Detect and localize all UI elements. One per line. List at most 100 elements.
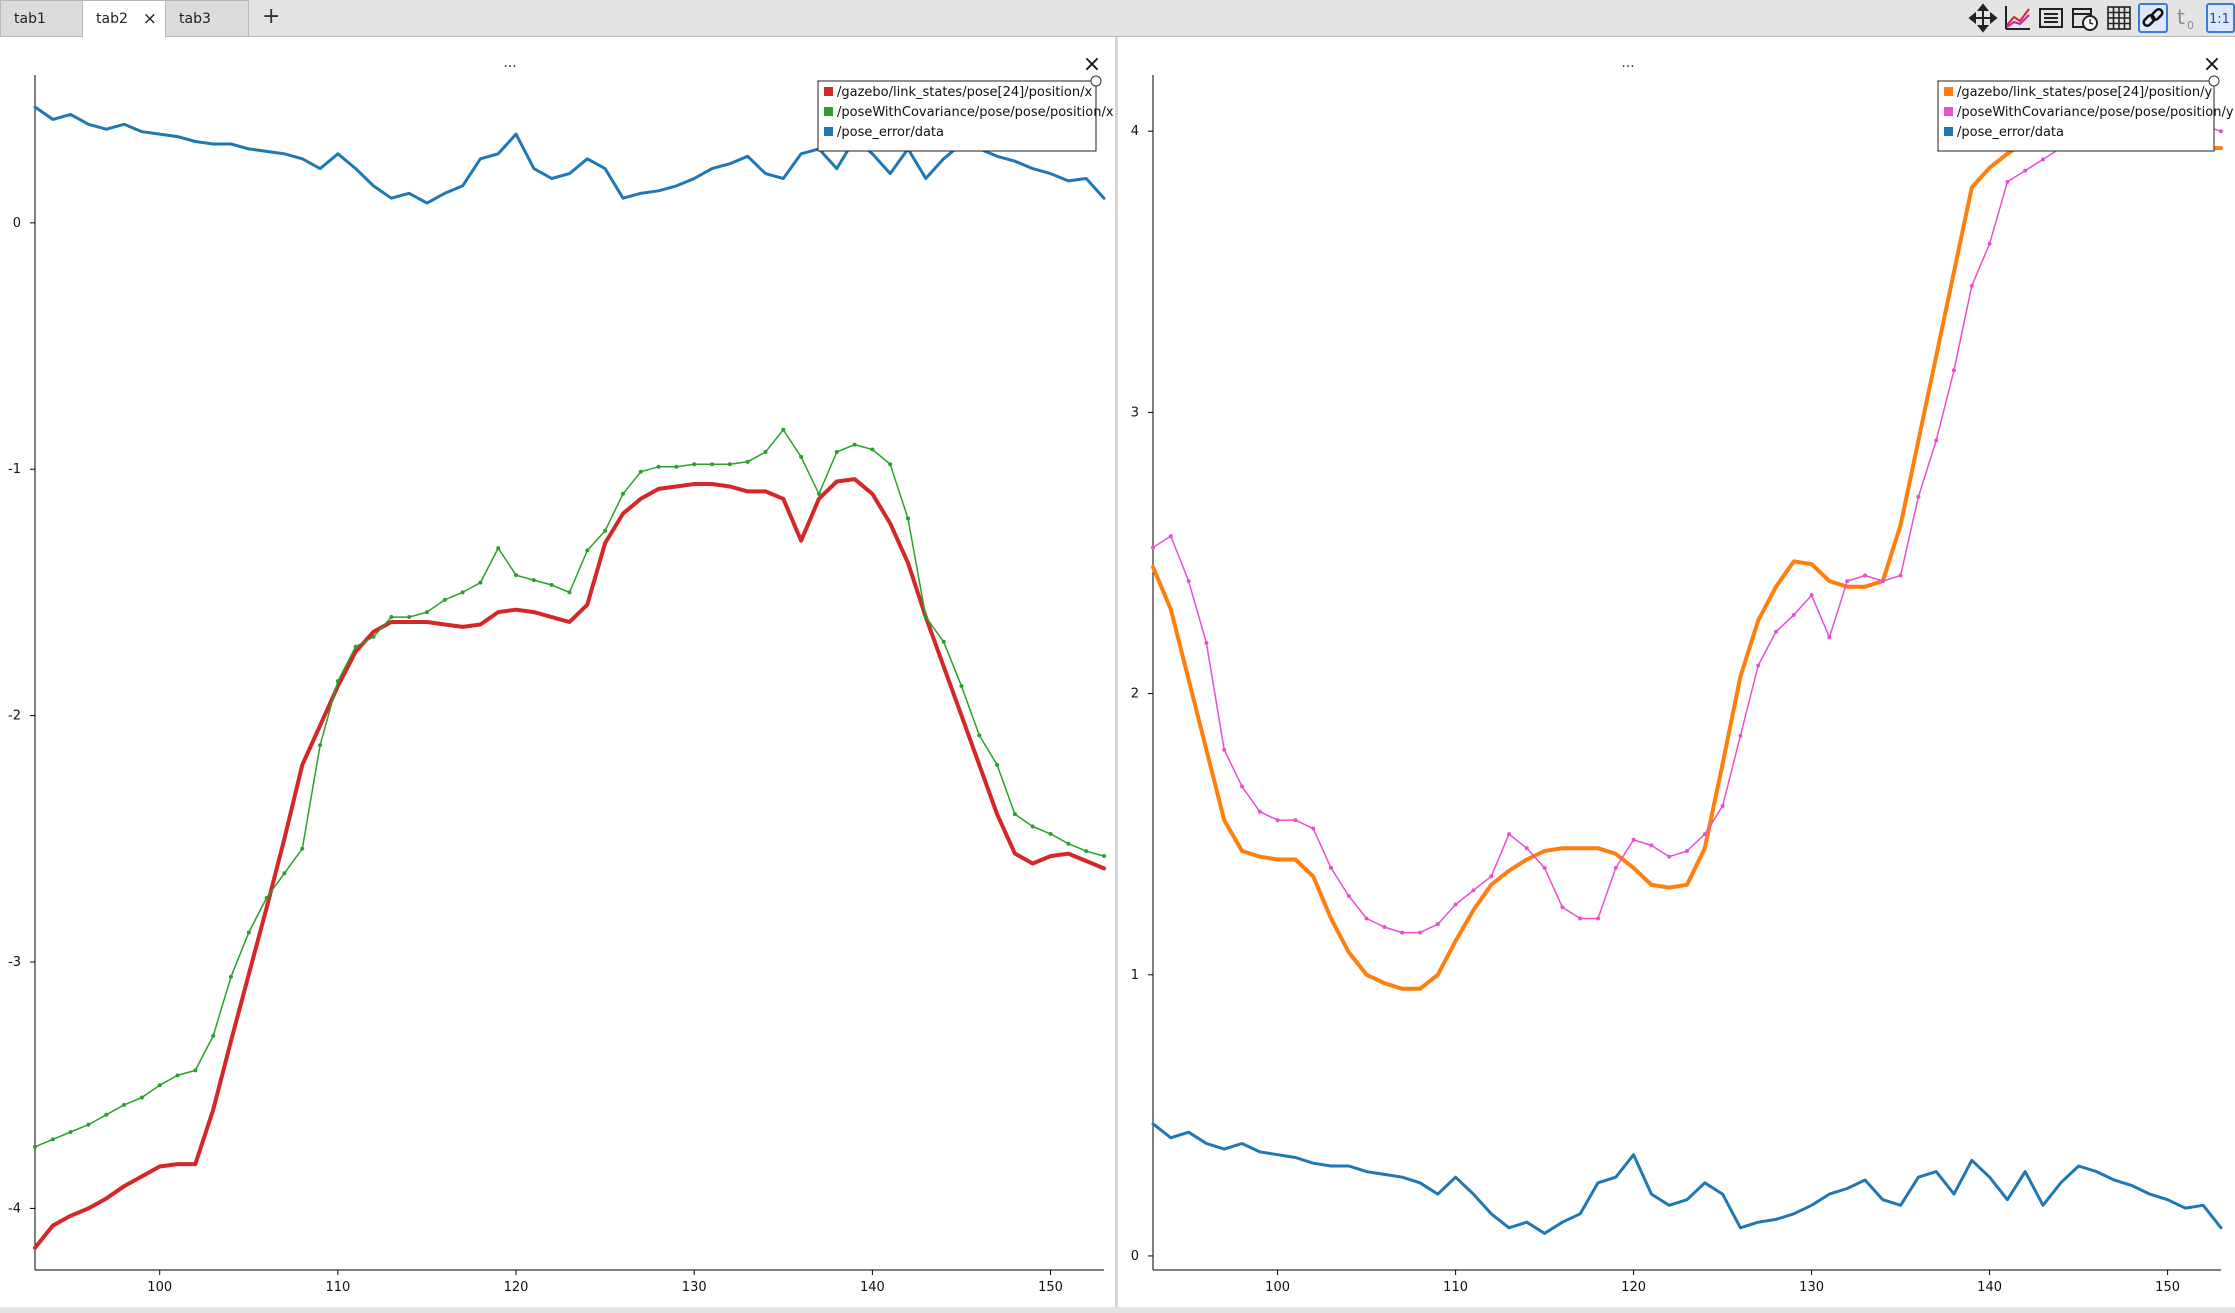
series-group [33, 105, 1106, 1250]
tab-3[interactable]: tab3 [165, 0, 249, 36]
data-point [567, 590, 572, 595]
data-point [1435, 922, 1440, 927]
data-point [1774, 629, 1778, 634]
series-line [34, 429, 1105, 1148]
data-point [1613, 865, 1618, 870]
x-tick-label: 110 [325, 1280, 350, 1295]
data-point [1845, 579, 1850, 584]
data-point [638, 469, 643, 474]
data-point [1791, 612, 1796, 617]
data-point [193, 1068, 198, 1073]
y-tick-label: 0 [13, 216, 21, 231]
plot-right[interactable]: ... × 0 1 2 3 4 100 110 120 130 140 150 /gazebo/li… [1118, 37, 2235, 1307]
legend: /gazebo/link_states/pose[24]/position/y /… [1937, 75, 2234, 152]
data-point [710, 462, 715, 467]
data-point [656, 464, 661, 469]
legend-label: /gazebo/link_states/pose[24]/position/x [837, 85, 1092, 100]
data-point [1346, 894, 1351, 899]
data-point [1240, 784, 1244, 789]
data-point [211, 1033, 216, 1038]
tab-label: tab3 [179, 11, 211, 27]
legend-swatch [1944, 127, 1953, 136]
data-point [496, 546, 501, 551]
data-point [68, 1130, 73, 1135]
data-point [1631, 837, 1636, 842]
data-point [1596, 916, 1600, 921]
legend-box [1937, 80, 2215, 152]
data-point [407, 615, 412, 620]
x-tick-label: 110 [1443, 1280, 1468, 1295]
data-point [1685, 849, 1689, 854]
data-point [122, 1102, 127, 1107]
close-plot-icon[interactable]: × [2203, 52, 2221, 77]
plot-left[interactable]: ... × 0 -1 -2 -3 -4 100 110 120 130 140 150 /gazeb… [0, 37, 1115, 1307]
close-tab-icon[interactable]: × [142, 9, 157, 29]
data-point [852, 442, 857, 447]
tab-1[interactable]: tab1 [0, 0, 83, 36]
legend-icon[interactable] [2036, 3, 2066, 33]
data-point [1560, 905, 1565, 910]
data-point [1987, 241, 1992, 246]
data-point [86, 1122, 91, 1127]
data-point [442, 597, 447, 602]
x-tick-label: 130 [682, 1280, 707, 1295]
data-point [424, 610, 429, 615]
t0-label: t [2177, 5, 2185, 29]
y-tick-label: 4 [1131, 124, 1139, 139]
move-icon[interactable] [1968, 3, 1998, 33]
tab-label: tab1 [14, 11, 46, 27]
close-plot-icon[interactable]: × [1083, 52, 1101, 77]
x-tick-label: 120 [1621, 1280, 1646, 1295]
y-tick-label: 0 [1131, 1249, 1139, 1264]
data-point [1524, 846, 1529, 851]
data-point [157, 1083, 162, 1088]
y-tick-label: -4 [8, 1201, 21, 1216]
data-point [1649, 843, 1654, 848]
data-point [1418, 930, 1422, 935]
axes: 0 1 2 3 4 100 110 120 130 140 150 [1131, 75, 2221, 1295]
data-point [816, 491, 821, 496]
grid-icon[interactable] [2104, 3, 2134, 33]
legend-handle [2208, 75, 2220, 87]
data-point [620, 491, 625, 496]
data-point [2023, 168, 2028, 173]
data-point [1809, 593, 1814, 598]
time-icon[interactable] [2070, 3, 2100, 33]
data-point [1329, 865, 1333, 870]
plot-title: ... [1621, 55, 1634, 71]
data-point [2219, 129, 2223, 134]
t0-icon[interactable]: t 0 [2172, 3, 2202, 33]
data-point [959, 684, 964, 689]
x-tick-label: 100 [1265, 1280, 1290, 1295]
y-tick-label: 2 [1131, 687, 1139, 702]
data-point [1738, 733, 1743, 738]
axes: 0 -1 -2 -3 -4 100 110 120 130 140 150 [8, 75, 1104, 1295]
legend-swatch [824, 107, 833, 116]
data-point [33, 1144, 37, 1149]
data-point [264, 895, 269, 900]
data-point [1489, 874, 1494, 879]
legend-label: /poseWithCovariance/pose/pose/position/x [837, 105, 1114, 120]
ratio-icon[interactable]: 1:1 [2206, 3, 2235, 33]
data-point [1084, 849, 1089, 854]
x-tick-label: 140 [860, 1280, 885, 1295]
data-point [460, 590, 465, 595]
data-point [941, 639, 946, 644]
data-point [371, 634, 376, 639]
x-tick-label: 100 [147, 1280, 172, 1295]
data-point [1471, 888, 1476, 893]
data-point [1898, 573, 1903, 578]
data-point [692, 462, 697, 467]
plot-splitter[interactable] [1115, 37, 1118, 1307]
link-icon[interactable] [2138, 3, 2168, 33]
y-tick-label: -2 [8, 709, 21, 724]
data-point [1102, 854, 1106, 859]
legend-swatch [1944, 107, 1953, 116]
tab-2[interactable]: tab2 × [82, 0, 166, 37]
x-tick-label: 140 [1977, 1280, 2002, 1295]
series-line [33, 105, 1106, 205]
add-tab-button[interactable]: + [262, 4, 281, 29]
plot-title: ... [503, 55, 516, 71]
data-point [353, 644, 358, 649]
plot-settings-icon[interactable] [2002, 3, 2032, 33]
